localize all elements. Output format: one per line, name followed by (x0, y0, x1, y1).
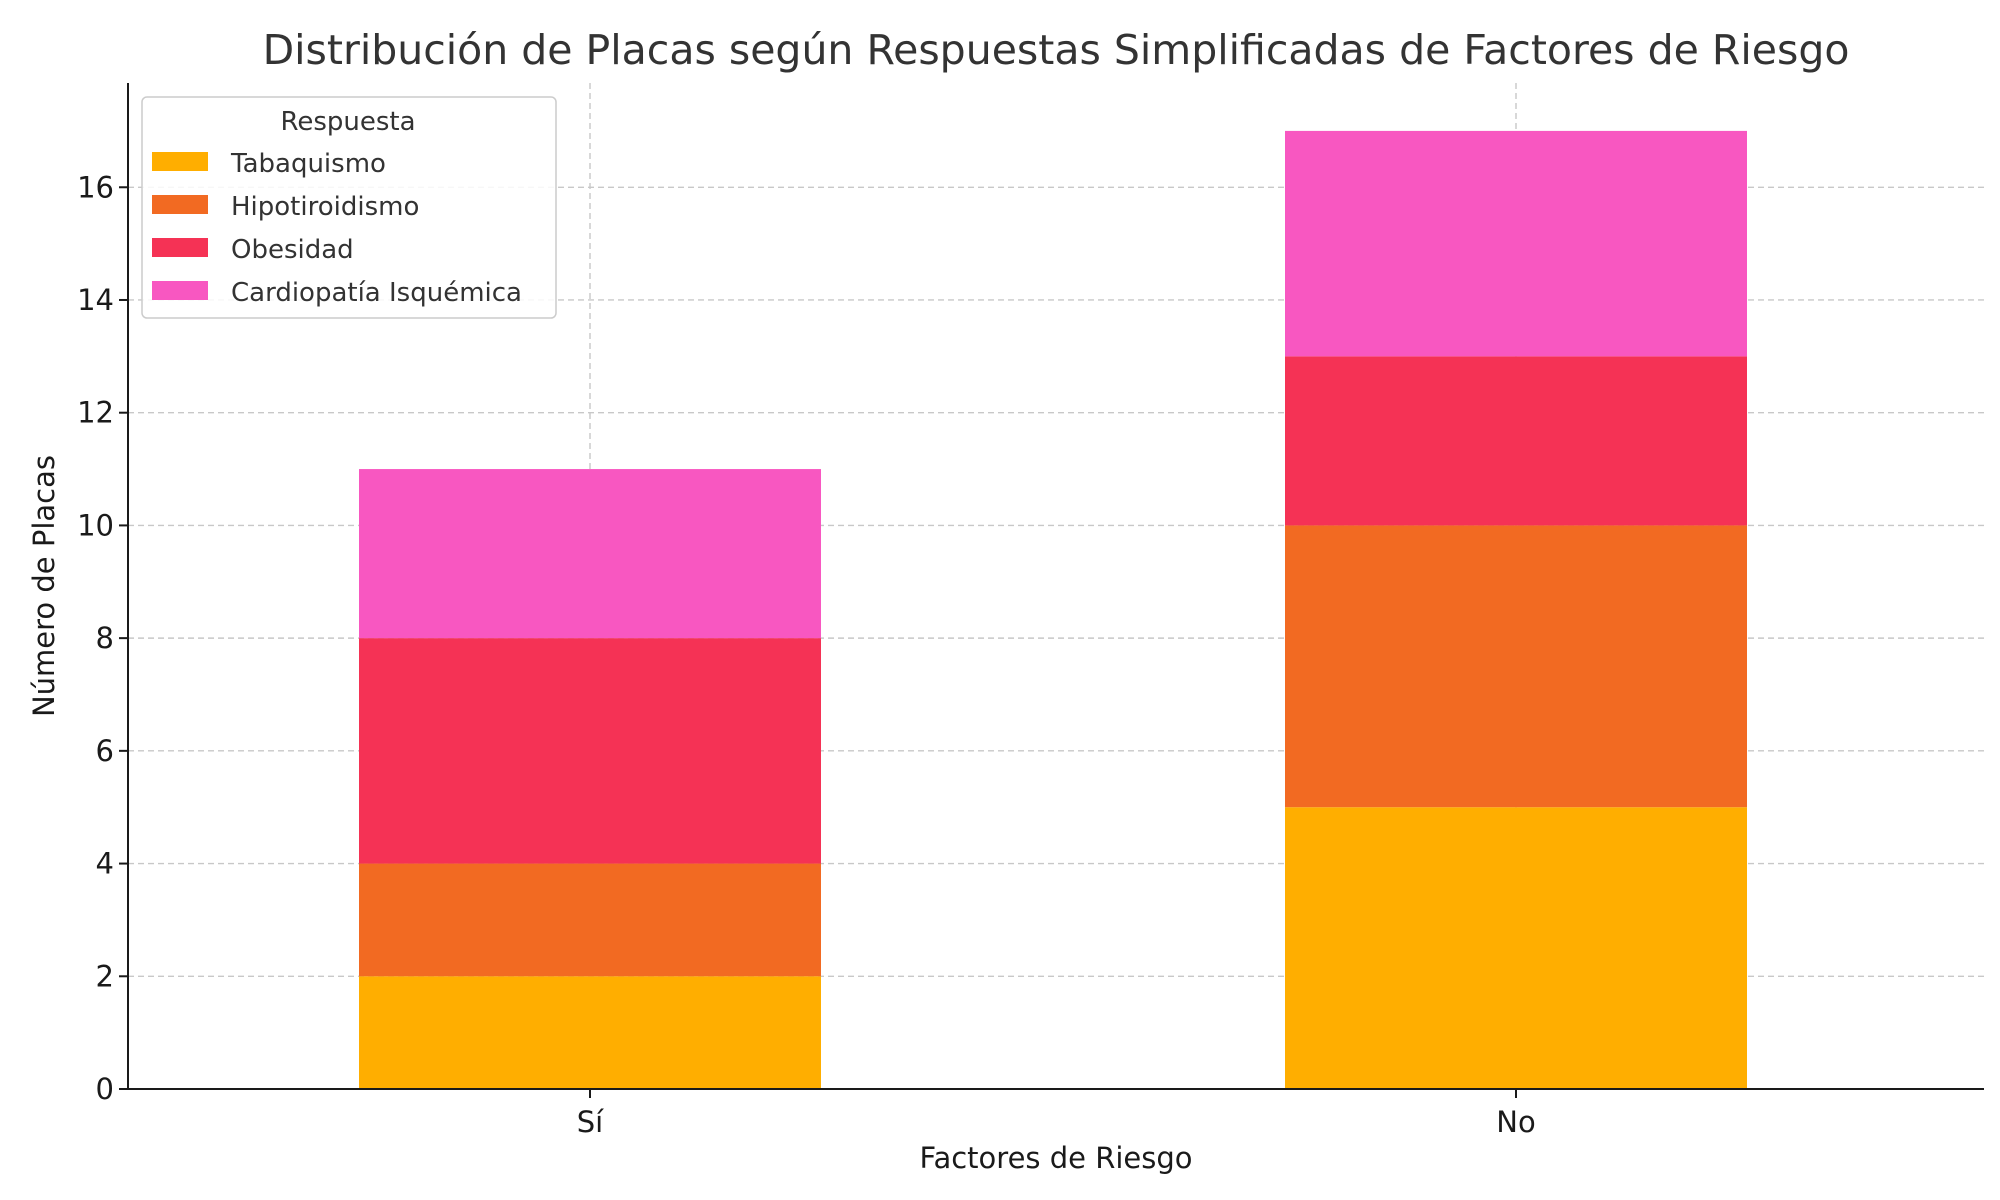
x-ticks: Sí No (577, 1089, 1536, 1139)
x-tick-label: No (1496, 1105, 1535, 1139)
legend-title: Respuesta (280, 107, 415, 137)
y-tick-label: 6 (96, 734, 114, 768)
y-axis-label: Número de Placas (27, 455, 61, 717)
bar-segment (1285, 130, 1747, 357)
legend-label: Hipotiroidismo (231, 192, 419, 222)
y-tick-label: 10 (77, 508, 114, 542)
bar-segment (1285, 356, 1747, 526)
x-tick-label: Sí (577, 1105, 604, 1139)
axes (127, 83, 1984, 1090)
y-tick-label: 14 (77, 283, 114, 317)
y-ticks: 0 2 4 6 8 10 12 14 16 (77, 170, 128, 1106)
legend-items: Tabaquismo Hipotiroidismo Obesidad Cardiopa… (152, 149, 522, 308)
bars (359, 130, 1747, 1089)
y-tick-label: 0 (96, 1072, 114, 1106)
chart-title: Distribución de Placas según Respuestas … (263, 26, 1850, 74)
bar-segment (359, 863, 821, 977)
y-tick-label: 12 (77, 396, 114, 430)
bar-segment (1285, 807, 1747, 1089)
legend-box (141, 96, 557, 319)
legend-label: Tabaquismo (230, 149, 386, 179)
legend-swatch (152, 238, 208, 257)
y-tick-label: 4 (96, 847, 114, 881)
legend: Respuesta Tabaquismo Hipotiroidismo Obesid… (141, 96, 557, 319)
legend-label: Obesidad (231, 235, 354, 265)
legend-label: Cardiopatía Isquémica (231, 278, 522, 308)
bar-segment (359, 469, 821, 639)
y-tick-label: 2 (96, 959, 114, 993)
y-tick-label: 16 (77, 170, 114, 204)
bar-segment (359, 976, 821, 1089)
legend-swatch (152, 195, 208, 214)
y-tick-label: 8 (96, 621, 114, 655)
legend-swatch (152, 281, 208, 300)
x-axis-label: Factores de Riesgo (919, 1141, 1192, 1175)
legend-swatch (152, 152, 208, 171)
bar-segment (1285, 525, 1747, 808)
bar-segment (359, 638, 821, 864)
